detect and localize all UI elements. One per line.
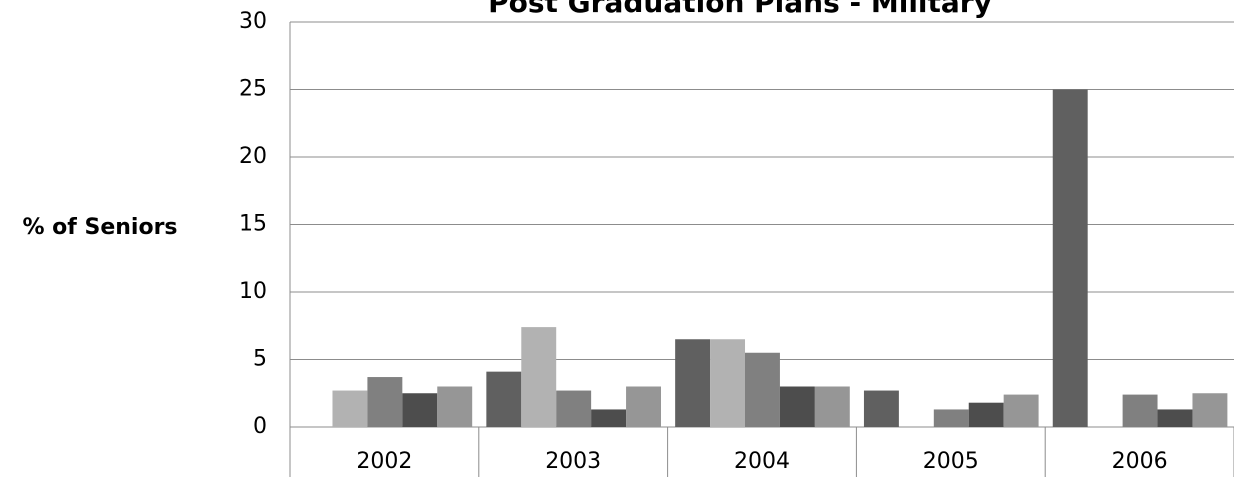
chart-title: Post Graduation Plans - Military (488, 0, 992, 19)
bar (591, 409, 627, 427)
y-tick-label: 30 (239, 9, 267, 34)
bar (626, 386, 661, 427)
bar (968, 402, 1004, 427)
y-tick-label: 5 (253, 347, 267, 372)
bar (933, 409, 969, 427)
bar (814, 386, 850, 427)
bar (1122, 394, 1158, 427)
y-tick-label: 10 (239, 279, 267, 304)
x-tick-label: 2005 (923, 449, 979, 474)
y-tick-label: 20 (239, 144, 267, 169)
bar (1003, 394, 1039, 427)
x-tick-label: 2002 (356, 449, 412, 474)
y-tick-label: 15 (239, 212, 267, 237)
bar (1157, 409, 1193, 427)
x-tick-label: 2006 (1112, 449, 1168, 474)
y-tick-label: 0 (253, 414, 267, 439)
bar (437, 386, 473, 427)
x-tick-label: 2004 (734, 449, 790, 474)
y-axis-label: % of Seniors (22, 215, 177, 240)
bar (1192, 393, 1228, 427)
bar (1052, 89, 1088, 427)
bar (710, 339, 746, 427)
bar (367, 377, 403, 427)
bar (556, 390, 592, 427)
bar (745, 352, 780, 427)
bar (675, 339, 711, 427)
bar (779, 386, 815, 427)
x-tick-label: 2003 (545, 449, 601, 474)
bar (486, 371, 522, 427)
bar (332, 390, 368, 427)
bar (402, 393, 438, 427)
y-tick-label: 25 (239, 77, 267, 102)
bar (521, 327, 557, 427)
bar (863, 390, 899, 427)
